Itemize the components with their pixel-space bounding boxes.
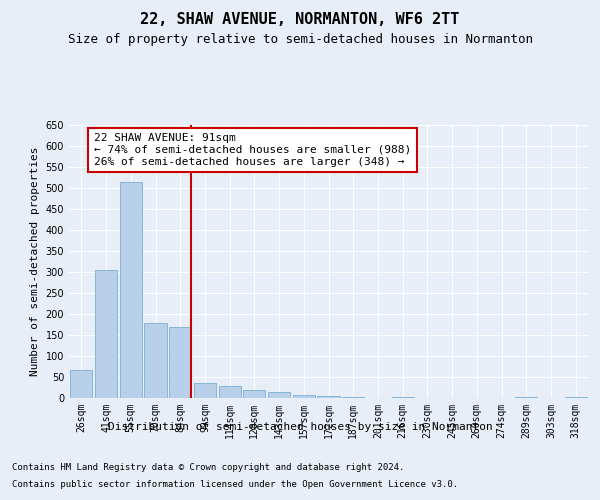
Y-axis label: Number of semi-detached properties: Number of semi-detached properties <box>30 146 40 376</box>
Text: Size of property relative to semi-detached houses in Normanton: Size of property relative to semi-detach… <box>67 32 533 46</box>
Text: Distribution of semi-detached houses by size in Normanton: Distribution of semi-detached houses by … <box>107 422 493 432</box>
Text: Contains HM Land Registry data © Crown copyright and database right 2024.: Contains HM Land Registry data © Crown c… <box>12 462 404 471</box>
Text: 22, SHAW AVENUE, NORMANTON, WF6 2TT: 22, SHAW AVENUE, NORMANTON, WF6 2TT <box>140 12 460 28</box>
Bar <box>194 383 216 398</box>
Text: 22 SHAW AVENUE: 91sqm
← 74% of semi-detached houses are smaller (988)
26% of sem: 22 SHAW AVENUE: 91sqm ← 74% of semi-deta… <box>94 134 411 166</box>
Bar <box>268 392 290 398</box>
Bar <box>95 270 117 398</box>
Bar <box>119 182 142 398</box>
Bar <box>70 370 92 398</box>
Bar <box>317 396 340 398</box>
Bar <box>392 396 414 398</box>
Bar <box>342 396 364 398</box>
Bar <box>243 390 265 398</box>
Bar <box>145 323 167 398</box>
Bar <box>218 386 241 398</box>
Text: Contains public sector information licensed under the Open Government Licence v3: Contains public sector information licen… <box>12 480 458 489</box>
Bar <box>293 395 315 398</box>
Bar <box>169 327 191 398</box>
